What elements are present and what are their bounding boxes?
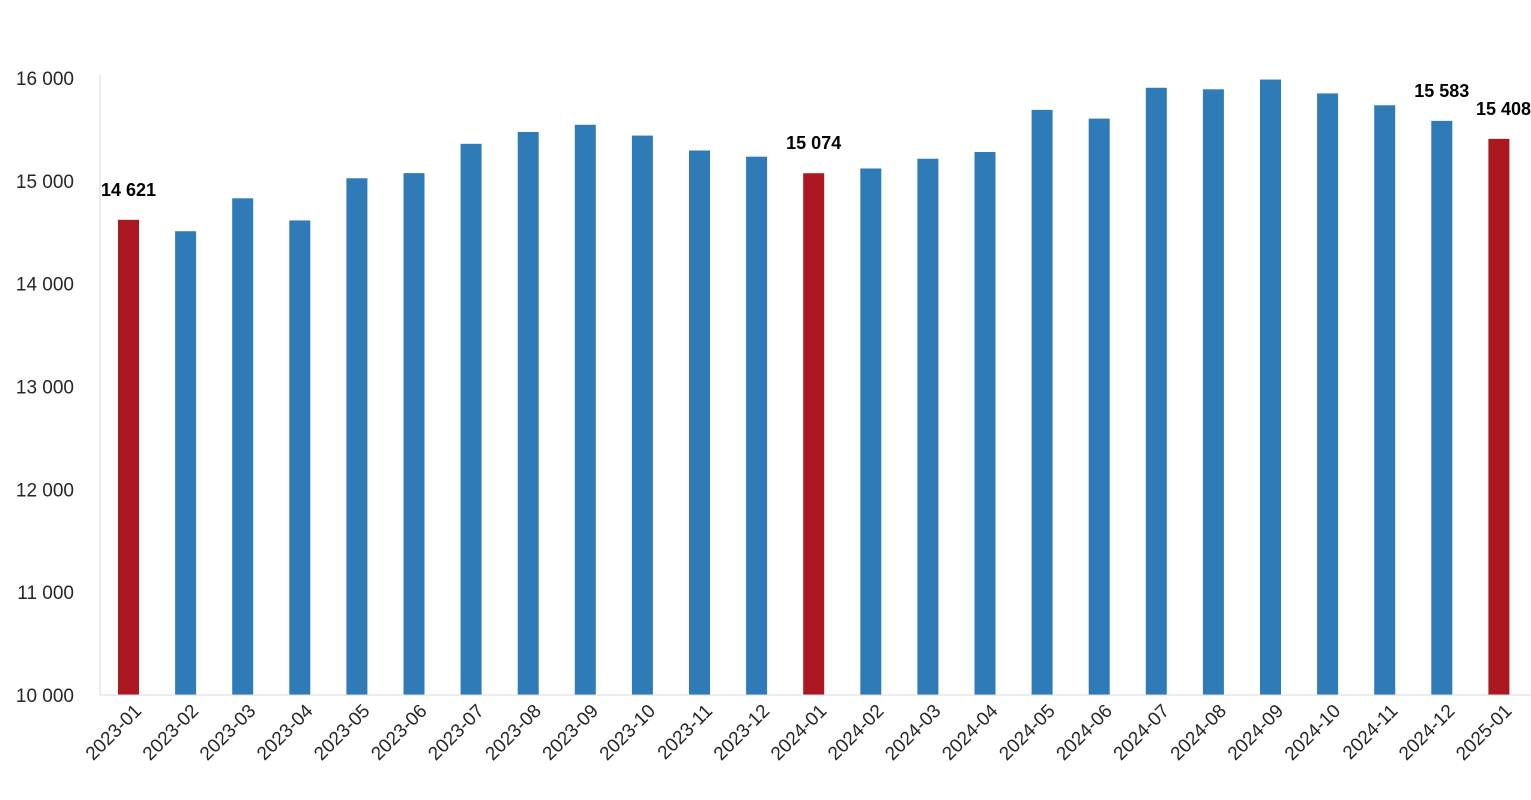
x-tick-label: 2023-10 [596, 701, 660, 765]
bar-2024-06 [1088, 118, 1110, 696]
x-tick-label: 2023-02 [139, 701, 203, 765]
x-tick-label: 2023-12 [710, 701, 774, 765]
y-tick-label: 10 000 [16, 686, 74, 707]
bar-2024-10 [1317, 93, 1339, 696]
bar-2024-09 [1260, 79, 1281, 696]
x-tick-label: 2023-08 [482, 701, 546, 765]
y-tick-label: 15 000 [16, 172, 74, 193]
data-labels: 14 621 15 074 15 583 15 408 [101, 81, 1531, 200]
x-tick-label: 2025-01 [1452, 701, 1516, 765]
bar-2024-08 [1202, 89, 1224, 696]
x-tick-label: 2024-08 [1167, 701, 1231, 765]
x-tick-label: 2023-09 [539, 701, 603, 765]
bar-2023-08 [517, 131, 539, 696]
bar-2023-11 [689, 150, 710, 695]
bar-2023-01 [118, 219, 139, 695]
x-tick-label: 2023-07 [424, 701, 488, 765]
bar-2024-04 [974, 152, 996, 696]
bar-2023-10 [631, 135, 653, 695]
x-tick-label: 2023-04 [253, 700, 317, 764]
y-axis-ticks: 10 000 11 000 12 000 13 000 14 000 15 000 16 0… [16, 69, 74, 707]
bar-2024-03 [917, 158, 939, 695]
x-tick-label: 2023-05 [310, 701, 374, 765]
bar-2023-12 [746, 156, 768, 696]
bar-2024-02 [860, 168, 882, 695]
bar-2024-11 [1374, 105, 1396, 695]
bar-2023-03 [232, 198, 254, 695]
x-axis-ticks: 2023-012023-022023-032023-042023-052023-… [82, 700, 1517, 764]
x-tick-label: 2024-04 [938, 700, 1002, 764]
x-tick-label: 2023-11 [654, 701, 717, 764]
bar-2023-07 [460, 143, 482, 695]
x-tick-label: 2023-06 [367, 701, 431, 765]
bar-2023-06 [403, 173, 425, 695]
x-tick-label: 2024-11 [1339, 701, 1402, 764]
x-tick-label: 2023-03 [196, 701, 260, 765]
bar-2023-05 [346, 178, 368, 695]
data-label-2024-12: 15 583 [1414, 81, 1469, 101]
bar-2025-01 [1488, 138, 1510, 696]
bar-2024-07 [1145, 87, 1167, 695]
bar-2024-12 [1431, 120, 1453, 696]
x-tick-label: 2024-01 [767, 701, 831, 765]
y-tick-label: 14 000 [16, 275, 74, 296]
x-tick-label: 2024-03 [881, 701, 945, 765]
x-tick-label: 2024-06 [1053, 701, 1117, 765]
x-tick-label: 2024-10 [1281, 701, 1345, 765]
y-tick-label: 11 000 [17, 583, 74, 604]
bar-2023-02 [175, 231, 197, 695]
data-label-2025-01: 15 408 [1476, 99, 1531, 119]
x-tick-label: 2024-02 [824, 701, 888, 765]
data-label-2024-01: 15 074 [786, 133, 841, 153]
x-tick-label: 2024-09 [1224, 701, 1288, 765]
bar-2024-01 [803, 173, 825, 696]
x-tick-label: 2024-07 [1110, 701, 1174, 765]
y-tick-label: 13 000 [16, 378, 74, 399]
y-tick-label: 16 000 [16, 69, 74, 90]
bars [118, 79, 1510, 696]
data-label-2023-01: 14 621 [101, 180, 156, 200]
bar-2023-04 [289, 220, 311, 695]
bar-2023-09 [574, 124, 596, 695]
bar-2024-05 [1031, 109, 1053, 695]
x-tick-label: 2024-12 [1395, 701, 1459, 765]
x-tick-label: 2024-05 [995, 701, 1059, 765]
x-tick-label: 2023-01 [82, 701, 146, 765]
y-tick-label: 12 000 [16, 480, 74, 501]
